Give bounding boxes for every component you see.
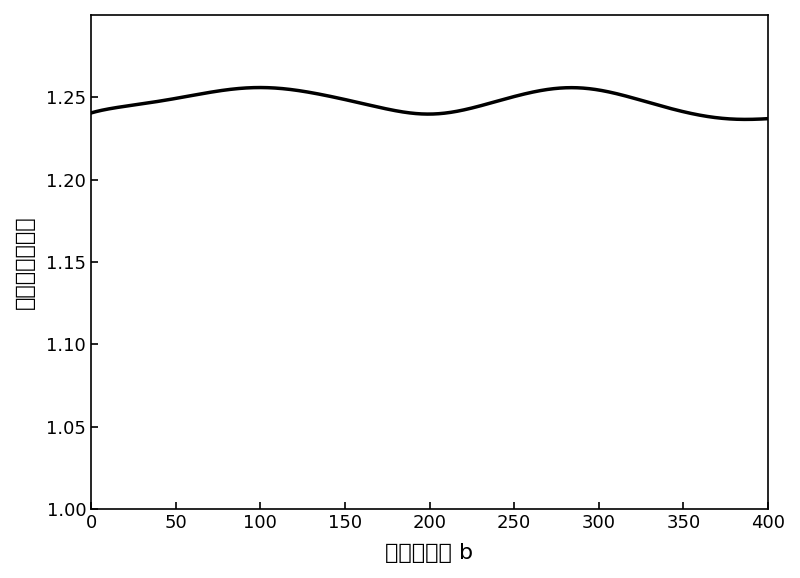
X-axis label: 底电极长度 b: 底电极长度 b — [386, 543, 474, 563]
Y-axis label: 归一化电场强度: 归一化电场强度 — [15, 215, 35, 309]
